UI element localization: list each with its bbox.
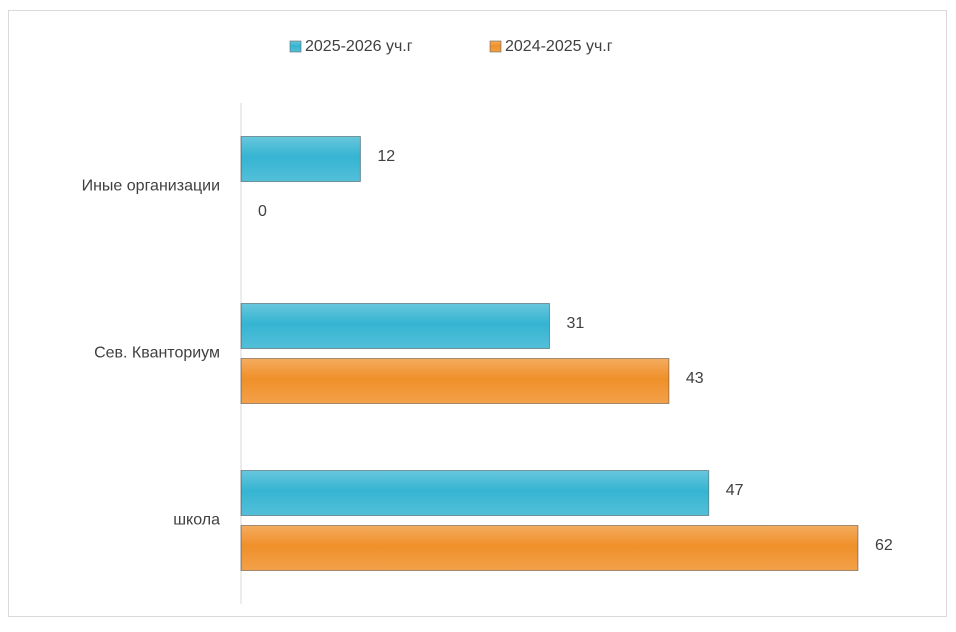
data-label: 47 xyxy=(726,482,744,499)
bar xyxy=(240,136,361,182)
data-label: 12 xyxy=(377,148,395,165)
legend-label: 2024-2025 уч.г xyxy=(505,38,613,55)
bar xyxy=(240,358,670,404)
legend-label: 2025-2026 уч.г xyxy=(305,38,413,55)
legend-swatch xyxy=(489,40,502,53)
data-label: 0 xyxy=(258,203,267,220)
data-label: 31 xyxy=(567,315,585,332)
bar xyxy=(240,303,550,349)
bar xyxy=(240,525,859,571)
y-tick-label: школа xyxy=(173,512,220,529)
y-tick-label: Сев. Кванториум xyxy=(94,345,220,362)
data-label: 43 xyxy=(686,370,704,387)
legend-swatch xyxy=(289,40,302,53)
y-tick-label: Иные организации xyxy=(82,178,220,195)
data-label: 62 xyxy=(875,537,893,554)
bar xyxy=(240,470,710,516)
